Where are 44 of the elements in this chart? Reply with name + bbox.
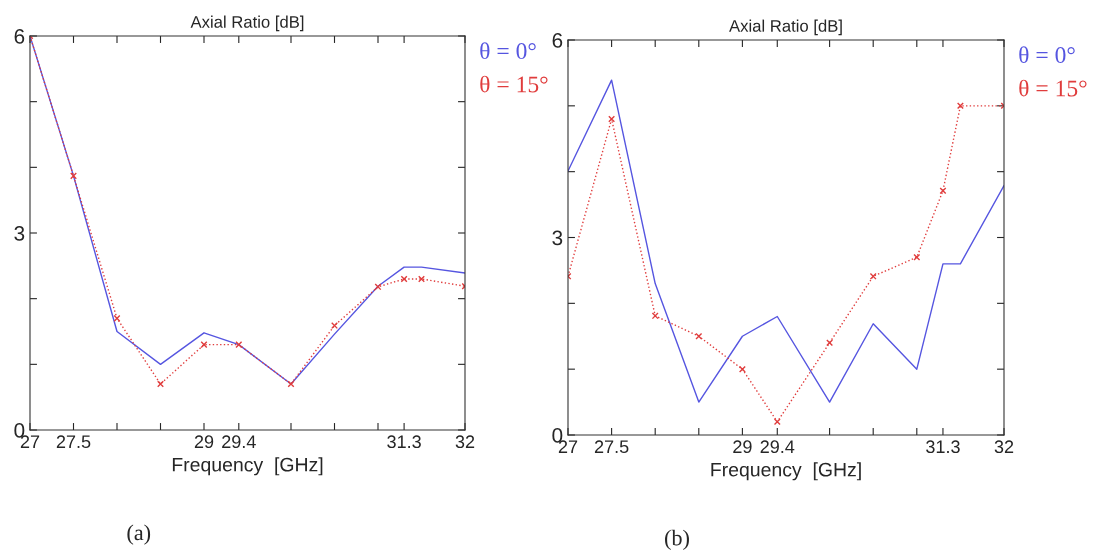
x-axis-title: Frequency [GHz] bbox=[172, 457, 323, 476]
point bbox=[738, 365, 746, 373]
x-tick-label: 32 bbox=[994, 440, 1014, 454]
y-tick-label: 3 bbox=[14, 226, 25, 241]
point bbox=[331, 322, 338, 330]
point bbox=[869, 272, 877, 280]
x-tick-label: 31.3 bbox=[387, 435, 421, 449]
x-tick-label: 29 bbox=[194, 435, 214, 449]
point bbox=[400, 275, 408, 283]
point bbox=[157, 380, 164, 388]
x-tick-label: 27.5 bbox=[56, 435, 91, 449]
text: (a) bbox=[127, 524, 151, 545]
point bbox=[374, 283, 382, 291]
chart-title: Axial Ratio [dB] bbox=[729, 19, 842, 36]
point bbox=[956, 102, 964, 110]
series-label: θ = 15° bbox=[1019, 79, 1087, 97]
y-tick-label: 6 bbox=[552, 33, 563, 48]
point bbox=[695, 332, 703, 340]
point bbox=[651, 312, 659, 320]
text: θ = 0° bbox=[1019, 46, 1075, 64]
point bbox=[826, 339, 834, 347]
text: (b) bbox=[665, 529, 689, 550]
point bbox=[70, 172, 77, 180]
x-tick-label: 31.3 bbox=[926, 440, 960, 454]
point bbox=[200, 341, 208, 349]
point bbox=[773, 418, 781, 426]
x-tick-label: 29.4 bbox=[760, 440, 795, 454]
y-tick-label: 3 bbox=[552, 230, 563, 246]
text: θ = 15° bbox=[480, 75, 548, 93]
x-axis-title: Frequency [GHz] bbox=[711, 462, 861, 481]
point bbox=[418, 275, 425, 283]
chart-title: Axial Ratio [dB] bbox=[190, 15, 304, 32]
point bbox=[287, 380, 295, 388]
x-tick-label: 29 bbox=[733, 440, 752, 454]
point bbox=[113, 314, 121, 322]
x-tick-label: 27.5 bbox=[594, 440, 629, 454]
x-tick-label: 29.4 bbox=[222, 435, 256, 449]
point bbox=[913, 253, 921, 261]
text: θ = 0° bbox=[480, 42, 536, 60]
point bbox=[939, 187, 947, 195]
y-tick-label: 6 bbox=[14, 29, 25, 44]
point bbox=[608, 115, 616, 123]
x-tick-label: 32 bbox=[455, 435, 475, 449]
point bbox=[235, 341, 243, 349]
